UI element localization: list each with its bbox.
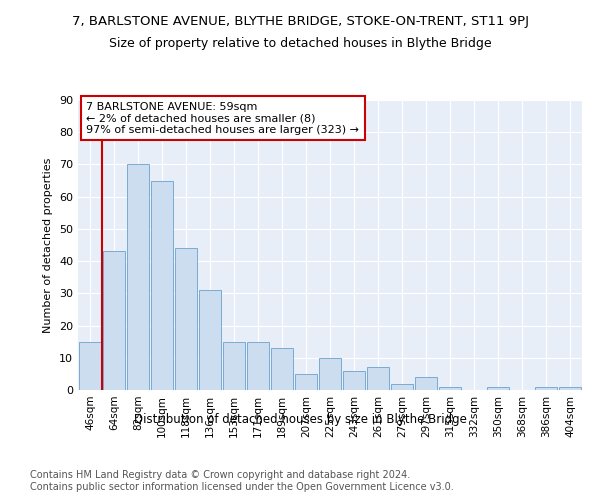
Bar	[103, 252, 125, 390]
Text: Size of property relative to detached houses in Blythe Bridge: Size of property relative to detached ho…	[109, 38, 491, 51]
Bar	[127, 164, 149, 390]
Bar	[535, 387, 557, 390]
Bar	[295, 374, 317, 390]
Bar	[79, 342, 101, 390]
Bar	[439, 387, 461, 390]
Text: Contains public sector information licensed under the Open Government Licence v3: Contains public sector information licen…	[30, 482, 454, 492]
Text: 7, BARLSTONE AVENUE, BLYTHE BRIDGE, STOKE-ON-TRENT, ST11 9PJ: 7, BARLSTONE AVENUE, BLYTHE BRIDGE, STOK…	[71, 15, 529, 28]
Y-axis label: Number of detached properties: Number of detached properties	[43, 158, 53, 332]
Bar	[175, 248, 197, 390]
Bar	[223, 342, 245, 390]
Text: Contains HM Land Registry data © Crown copyright and database right 2024.: Contains HM Land Registry data © Crown c…	[30, 470, 410, 480]
Bar	[487, 387, 509, 390]
Bar	[559, 387, 581, 390]
Bar	[151, 180, 173, 390]
Bar	[247, 342, 269, 390]
Bar	[319, 358, 341, 390]
Bar	[367, 368, 389, 390]
Bar	[343, 370, 365, 390]
Text: 7 BARLSTONE AVENUE: 59sqm
← 2% of detached houses are smaller (8)
97% of semi-de: 7 BARLSTONE AVENUE: 59sqm ← 2% of detach…	[86, 102, 359, 135]
Bar	[415, 377, 437, 390]
Bar	[271, 348, 293, 390]
Bar	[199, 290, 221, 390]
Bar	[391, 384, 413, 390]
Text: Distribution of detached houses by size in Blythe Bridge: Distribution of detached houses by size …	[134, 412, 466, 426]
